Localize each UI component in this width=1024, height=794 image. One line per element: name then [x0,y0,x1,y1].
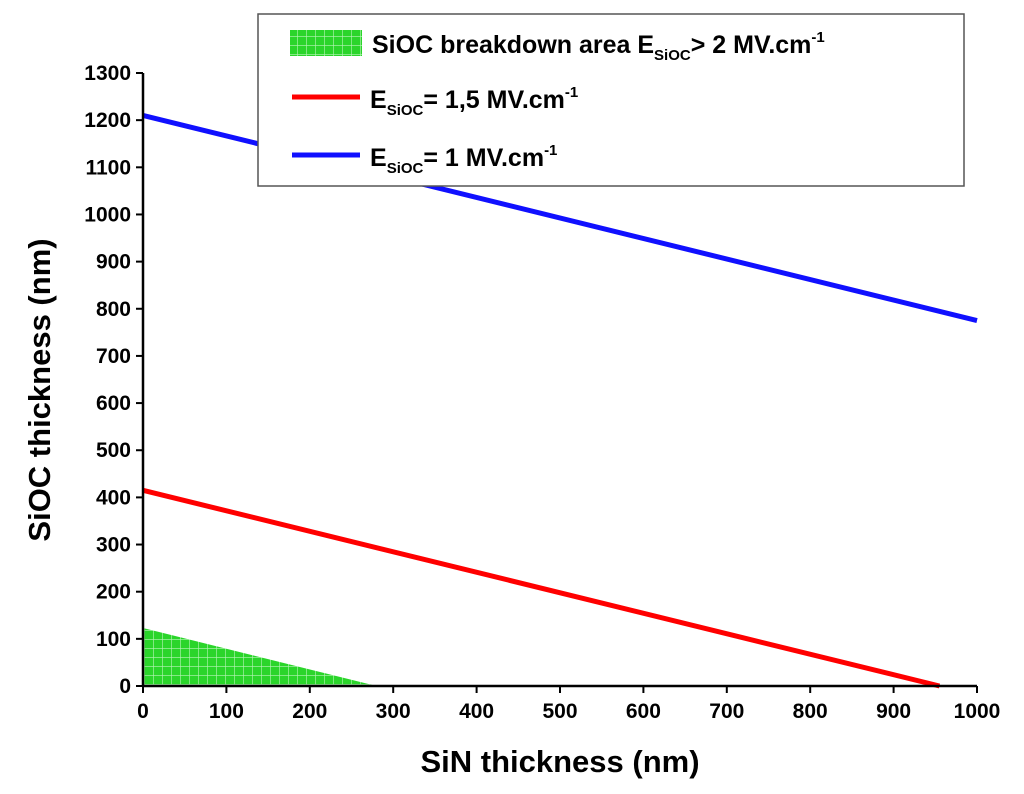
y-tick-label: 500 [96,439,131,462]
x-tick-label: 800 [793,700,828,723]
y-tick-label: 800 [96,298,131,321]
x-tick-label: 700 [709,700,744,723]
legend-label-blue: ESiOC= 1 MV.cm-1 [370,142,557,177]
x-tick-label: 0 [137,700,149,723]
x-tick-label: 400 [459,700,494,723]
y-tick-label: 1100 [85,156,131,179]
axes: 0 100 200 300 400 500 600 700 800 900 1000 0 100 200… [84,62,1000,723]
legend-label-area: SiOC breakdown area ESiOC> 2 MV.cm-1 [372,29,825,64]
y-tick-label: 900 [96,251,131,274]
x-tick-label: 600 [626,700,661,723]
legend-box [257,13,965,187]
y-tick-label: 200 [96,581,131,604]
y-tick-label: 600 [96,392,131,415]
x-tick-label: 500 [542,700,577,723]
y-tick-label: 1200 [84,109,131,132]
x-tick-label: 1000 [954,700,1001,723]
legend: SiOC breakdown area ESiOC> 2 MV.cm-1 ESi… [257,13,965,187]
y-ticks: 0 100 200 300 400 500 600 700 800 900 1000 1100 1200… [84,62,143,698]
breakdown-area [143,628,377,686]
x-tick-label: 300 [376,700,411,723]
y-axis-title: SiOC thickness (nm) [22,238,57,541]
plot-area [142,113,978,689]
y-tick-label: 1300 [84,62,131,85]
x-ticks: 0 100 200 300 400 500 600 700 800 900 1000 [137,686,1000,723]
y-tick-label: 100 [96,628,131,651]
y-tick-label: 300 [96,534,131,557]
y-tick-label: 400 [96,486,131,509]
x-tick-label: 200 [292,700,327,723]
y-tick-label: 1000 [84,203,131,226]
legend-label-red: ESiOC= 1,5 MV.cm-1 [370,84,578,119]
series-line-1-5 [142,487,941,689]
y-tick-label: 700 [96,345,131,368]
x-tick-label: 100 [209,700,244,723]
y-tick-label: 0 [119,675,131,698]
legend-swatch-area [290,30,362,56]
x-axis-title: SiN thickness (nm) [420,744,699,779]
x-tick-label: 900 [876,700,911,723]
